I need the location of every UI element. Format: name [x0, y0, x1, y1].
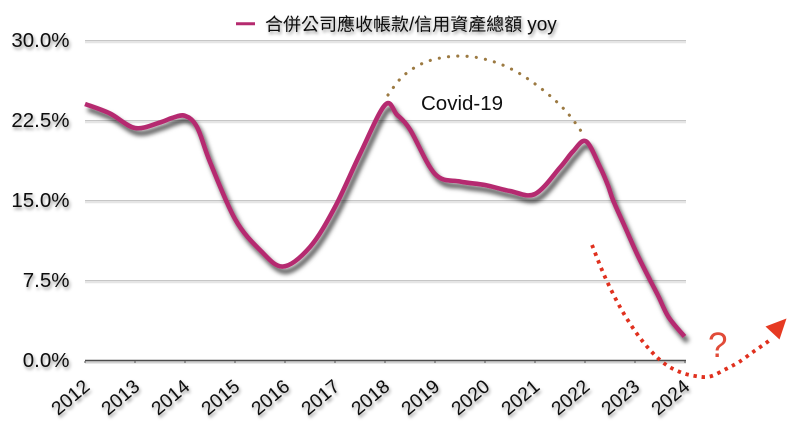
svg-text:?: ? [708, 326, 727, 365]
svg-text:0.0%: 0.0% [23, 349, 70, 372]
svg-text:15.0%: 15.0% [11, 189, 69, 212]
svg-text:7.5%: 7.5% [23, 269, 70, 292]
svg-text:22.5%: 22.5% [11, 109, 69, 132]
svg-text:/: / [409, 15, 415, 36]
svg-text:30.0%: 30.0% [11, 29, 69, 52]
svg-text:yoy: yoy [527, 15, 557, 36]
svg-text:Covid-19: Covid-19 [421, 92, 503, 115]
